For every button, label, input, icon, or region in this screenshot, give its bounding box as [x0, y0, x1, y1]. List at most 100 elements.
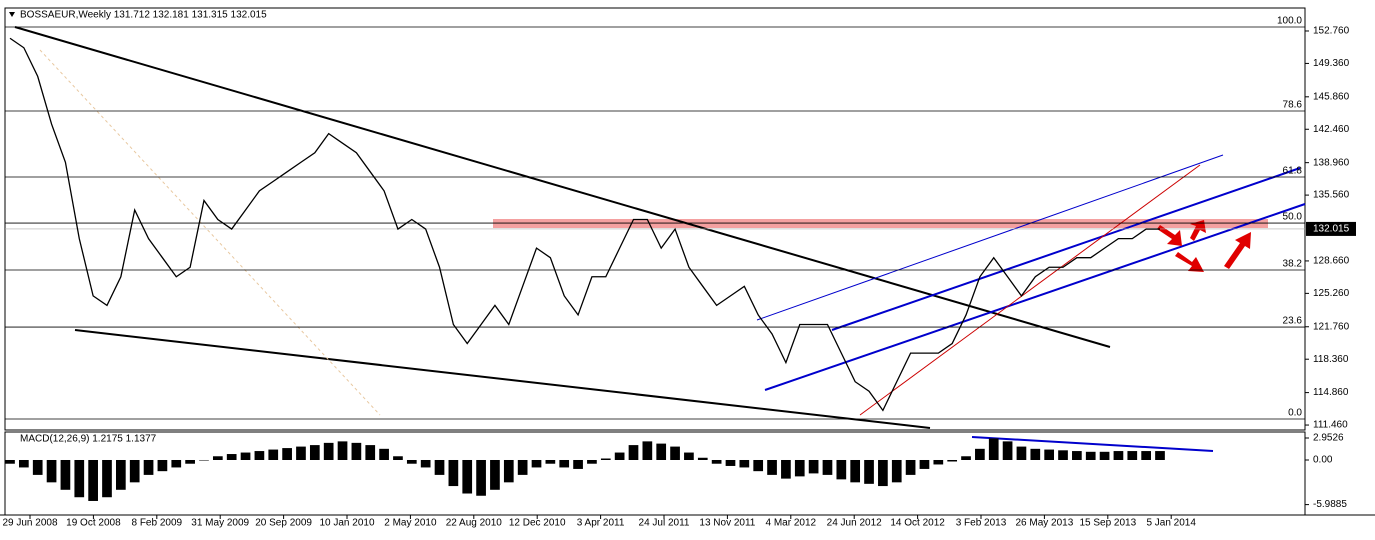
macd-bar	[891, 459, 902, 483]
macd-bar	[143, 459, 154, 475]
x-tick-label: 22 Aug 2010	[446, 518, 503, 529]
y-tick-label: 2.9526	[1313, 433, 1344, 444]
x-tick-label: 13 Nov 2011	[699, 518, 755, 529]
menu-icon	[9, 12, 15, 17]
y-tick-label: 138.960	[1313, 157, 1350, 168]
macd-bar	[1072, 451, 1082, 460]
x-tick-label: 3 Feb 2013	[956, 518, 1007, 529]
y-tick-label: 111.460	[1313, 420, 1348, 431]
macd-bar	[822, 459, 833, 475]
macd-bar	[476, 459, 486, 496]
x-tick-label: 3 Apr 2011	[577, 518, 625, 529]
x-tick-label: 5 Jan 2014	[1146, 518, 1196, 529]
macd-bar	[309, 445, 320, 460]
x-tick-label: 12 Dec 2010	[509, 518, 566, 529]
macd-trendline	[971, 436, 1214, 452]
macd-bar	[351, 442, 362, 460]
macd-bar	[420, 459, 431, 468]
macd-bar	[739, 459, 750, 468]
fib-label: 50.0	[1283, 212, 1303, 223]
macd-bar	[947, 459, 958, 462]
price-line	[9, 37, 1160, 412]
x-tick-label: 4 Mar 2012	[766, 518, 817, 529]
macd-bar	[1044, 449, 1055, 460]
macd-bar	[697, 457, 708, 460]
macd-bar	[88, 459, 98, 501]
macd-bar	[102, 459, 112, 498]
macd-bar	[185, 459, 195, 464]
macd-bar	[905, 459, 916, 475]
macd-bar	[490, 459, 500, 490]
channel-line	[756, 154, 1224, 321]
macd-bar	[808, 459, 819, 474]
x-tick-label: 2 May 2010	[384, 518, 437, 529]
macd-bar	[60, 459, 71, 490]
macd-bar	[462, 459, 473, 494]
macd-bar	[600, 458, 611, 460]
trendline	[14, 26, 1111, 348]
x-tick-label: 14 Oct 2012	[890, 518, 945, 529]
y-tick-label: 142.460	[1313, 124, 1350, 135]
macd-bar	[365, 445, 376, 460]
macd-bar	[975, 448, 985, 460]
macd-bar	[1030, 448, 1041, 460]
macd-bar	[129, 459, 140, 483]
macd-bar	[212, 456, 223, 460]
x-tick-label: 20 Sep 2009	[255, 518, 312, 529]
chart-title: BOSSAEUR,Weekly 131.712 132.181 131.315 …	[20, 10, 267, 21]
macd-bar	[753, 459, 764, 472]
macd-bar	[74, 459, 85, 498]
macd-bar	[503, 459, 514, 483]
arrows	[1157, 220, 1251, 272]
macd-bar	[379, 448, 389, 460]
trendline	[859, 164, 1201, 416]
macd-bar	[1113, 451, 1124, 460]
y-tick-label: 118.360	[1313, 354, 1349, 365]
x-tick-label: 24 Jun 2012	[827, 518, 882, 529]
macd-bar	[767, 459, 777, 475]
macd-bar	[628, 445, 639, 460]
y-tick-label: 125.260	[1313, 288, 1350, 299]
macd-bar	[559, 459, 570, 468]
x-tick-label: 24 Jul 2011	[639, 518, 690, 529]
macd-bar	[531, 459, 542, 468]
trendline	[74, 329, 931, 429]
arrow	[1157, 225, 1182, 246]
macd-panel	[4, 431, 1306, 516]
x-tick-label: 31 May 2009	[191, 518, 249, 529]
channel-line	[831, 167, 1301, 331]
macd-bar	[711, 459, 722, 464]
macd-bar	[933, 459, 944, 465]
y-tick-label: -5.9885	[1313, 499, 1347, 510]
macd-bar	[323, 442, 334, 460]
macd-bar	[864, 459, 874, 484]
macd-bar	[199, 459, 209, 461]
x-tick-label: 15 Sep 2013	[1079, 518, 1136, 529]
macd-bar	[406, 459, 417, 464]
arrow	[1224, 232, 1251, 269]
macd-bar	[1127, 451, 1138, 460]
fib-label: 23.6	[1283, 316, 1303, 327]
arrow	[1175, 252, 1204, 272]
macd-bar	[961, 456, 971, 460]
y-tick-label: 0.00	[1313, 455, 1333, 466]
current-price-label: 132.015	[1313, 224, 1350, 235]
macd-bar	[794, 459, 805, 477]
y-tick-label: 128.660	[1313, 256, 1350, 267]
macd-bar	[781, 459, 791, 479]
channel-line	[764, 203, 1306, 391]
macd-bar	[878, 459, 888, 487]
macd-bar	[268, 449, 279, 460]
macd-bar	[448, 459, 459, 487]
y-tick-label: 121.760	[1313, 321, 1350, 332]
y-tick-label: 114.860	[1313, 387, 1349, 398]
current-price-box	[1306, 221, 1356, 236]
macd-bar	[46, 459, 57, 483]
trendline	[39, 49, 381, 416]
macd-bar	[1002, 441, 1013, 460]
macd-bar	[157, 459, 168, 472]
macd-bar	[1155, 451, 1165, 460]
x-tick-label: 29 Jun 2008	[2, 518, 57, 529]
y-tick-label: 135.560	[1313, 190, 1350, 201]
macd-bar	[642, 441, 653, 460]
